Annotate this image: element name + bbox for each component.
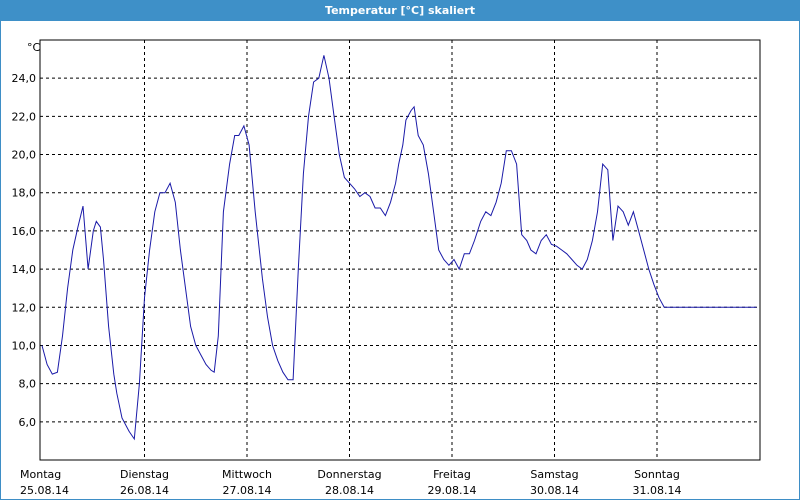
series-line (41, 55, 757, 441)
x-tick-weekday: Dienstag (120, 468, 169, 481)
chart-title: Temperatur [°C] skaliert (0, 0, 800, 21)
plot-border (39, 39, 761, 461)
x-tick-date: 28.08.14 (325, 484, 374, 497)
y-axis-unit: °C (27, 41, 41, 54)
y-tick-label: 24,0 (12, 72, 37, 85)
x-tick-weekday: Freitag (433, 468, 471, 481)
x-tick-weekday: Montag (20, 468, 61, 481)
y-tick-label: 20,0 (12, 149, 37, 162)
y-axis-ticks: 6,0 8,0 10,0 12,0 14,0 16,0 18,0 20,0 22,0 24,0 (12, 72, 37, 429)
y-tick-label: 10,0 (12, 339, 37, 352)
y-tick-label: 14,0 (12, 263, 37, 276)
x-tick-weekday: Donnerstag (317, 468, 381, 481)
x-tick-weekday: Sonntag (634, 468, 680, 481)
x-tick-weekday: Mittwoch (222, 468, 272, 481)
x-tick-date: 27.08.14 (223, 484, 272, 497)
y-tick-label: 22,0 (12, 110, 37, 123)
x-tick-date: 25.08.14 (20, 484, 69, 497)
y-tick-label: 8,0 (19, 378, 37, 391)
x-tick-date: 30.08.14 (530, 484, 579, 497)
x-tick-date: 29.08.14 (428, 484, 477, 497)
x-tick-date: 26.08.14 (120, 484, 169, 497)
y-tick-label: 12,0 (12, 301, 37, 314)
y-tick-label: 6,0 (19, 416, 37, 429)
x-tick-weekday: Samstag (530, 468, 578, 481)
y-tick-label: 16,0 (12, 225, 37, 238)
plot-area (40, 40, 760, 460)
x-tick-date: 31.08.14 (633, 484, 682, 497)
x-axis-ticks: Montag 25.08.14 Dienstag 26.08.14 Mittwoch 27… (20, 468, 681, 497)
y-tick-label: 18,0 (12, 187, 37, 200)
